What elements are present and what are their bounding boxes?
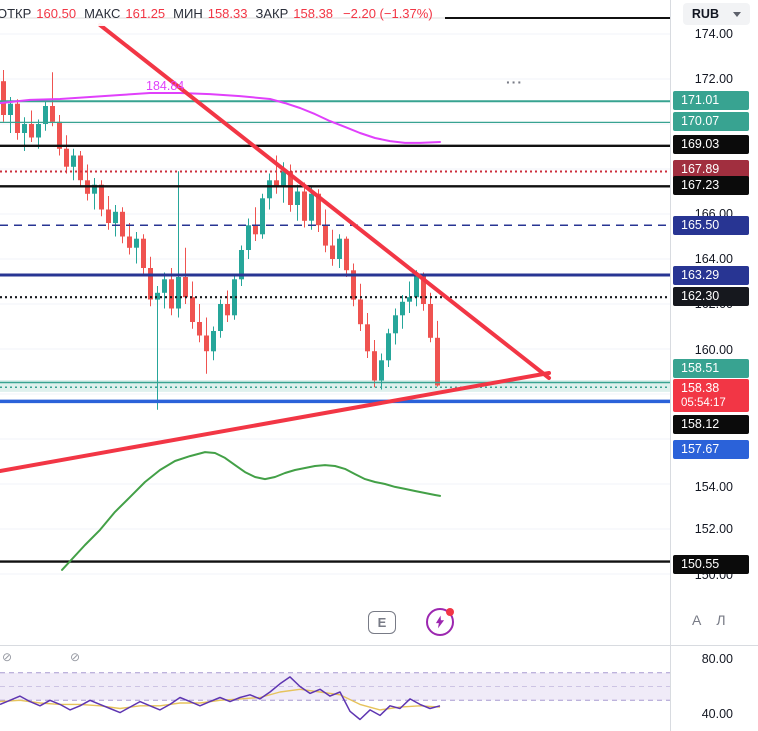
price-badge: 170.07: [673, 112, 749, 131]
price-label: 172.00: [694, 72, 733, 86]
legend-value: 160.50: [36, 6, 77, 21]
price-label: 152.00: [694, 522, 733, 536]
ma-value-label: 184.84: [146, 79, 185, 93]
price-label: 80.00: [701, 652, 733, 666]
indicator-hidden-icon[interactable]: ⊘: [2, 650, 13, 664]
log-scale-button[interactable]: Л: [716, 612, 726, 628]
lightning-bolt-icon: [435, 615, 445, 629]
legend-change: −2.20 (−1.37%): [343, 6, 433, 21]
chart-legend-bar: ОТКР 160.50 МАКС 161.25 МИН 158.33 ЗАКР 158.38−…: [0, 0, 758, 28]
notification-dot: [446, 608, 454, 616]
legend-value: 158.33: [207, 6, 248, 21]
legend-label: ОТКР: [0, 6, 32, 21]
price-badge: 150.55: [673, 555, 749, 574]
price-badge: 165.50: [673, 216, 749, 235]
price-badge: 167.23: [673, 176, 749, 195]
price-badge: 163.29: [673, 266, 749, 285]
indicator-hidden-icon[interactable]: ⊘: [69, 650, 80, 664]
chevron-down-icon: [733, 11, 741, 17]
price-badge: 158.51: [673, 359, 749, 378]
price-badge: 158.12: [673, 415, 749, 434]
quick-trade-button[interactable]: [426, 608, 454, 636]
auto-scale-button[interactable]: А: [692, 612, 702, 628]
last-price-badge: 158.38 05:54:17: [673, 379, 749, 412]
price-badge: 162.30: [673, 287, 749, 306]
ohlc-legend: ОТКР 160.50 МАКС 161.25 МИН 158.33 ЗАКР 158.38−…: [0, 0, 445, 26]
price-label: 164.00: [694, 252, 733, 266]
legend-value: 158.38: [293, 6, 334, 21]
price-badge: 157.67: [673, 440, 749, 459]
currency-dropdown[interactable]: RUB: [682, 3, 750, 25]
events-button[interactable]: E: [368, 611, 396, 634]
price-label: 174.00: [694, 27, 733, 41]
price-label: 154.00: [694, 480, 733, 494]
price-label: 40.00: [701, 707, 733, 721]
legend-label: МАКС: [84, 6, 121, 21]
price-label: 160.00: [694, 343, 733, 357]
scale-buttons: А Л: [692, 612, 726, 628]
legend-label: МИН: [173, 6, 203, 21]
more-indicator[interactable]: ···: [506, 74, 523, 90]
pane-divider[interactable]: [0, 645, 758, 646]
indicator-legend-icons: ⊘ ⊘: [2, 650, 80, 664]
legend-label: ЗАКР: [255, 6, 289, 21]
price-axis[interactable]: 174.00172.00166.00164.00162.00160.00154.…: [670, 0, 758, 731]
price-badge: 171.01: [673, 91, 749, 110]
price-badge: 169.03: [673, 135, 749, 154]
currency-label: RUB: [691, 7, 719, 21]
price-badge: 167.89: [673, 160, 749, 179]
legend-value: 161.25: [125, 6, 166, 21]
